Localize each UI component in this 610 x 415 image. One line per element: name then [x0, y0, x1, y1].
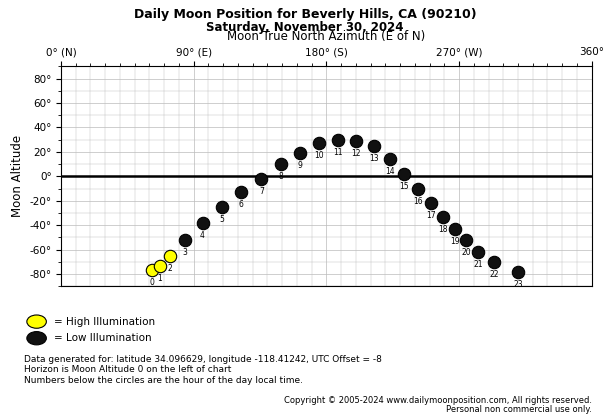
- Point: [314, 140, 324, 146]
- Point: [438, 213, 448, 220]
- Point: [462, 237, 472, 243]
- Point: [385, 156, 395, 163]
- Text: 8: 8: [278, 172, 283, 181]
- Point: [513, 269, 523, 275]
- Point: [236, 189, 246, 195]
- Text: 7: 7: [259, 187, 264, 196]
- Text: 1: 1: [157, 273, 162, 283]
- Text: Data generated for: latitude 34.096629, longitude -118.41242, UTC Offset = -8: Data generated for: latitude 34.096629, …: [24, 355, 382, 364]
- Text: 4: 4: [200, 231, 205, 240]
- X-axis label: Moon True North Azimuth (E of N): Moon True North Azimuth (E of N): [227, 30, 425, 44]
- Point: [426, 200, 436, 207]
- Point: [400, 171, 409, 177]
- Text: = High Illumination: = High Illumination: [54, 317, 155, 327]
- Point: [351, 138, 361, 144]
- Text: Daily Moon Position for Beverly Hills, CA (90210): Daily Moon Position for Beverly Hills, C…: [134, 8, 476, 21]
- Text: 5: 5: [219, 215, 224, 224]
- Text: 12: 12: [351, 149, 361, 158]
- Point: [450, 226, 459, 232]
- Text: 11: 11: [334, 148, 343, 156]
- Text: 23: 23: [513, 280, 523, 288]
- Text: 9: 9: [298, 161, 302, 170]
- Text: 6: 6: [239, 200, 243, 209]
- Text: 16: 16: [413, 197, 423, 205]
- Point: [295, 150, 305, 156]
- Text: 21: 21: [473, 260, 483, 269]
- Point: [368, 142, 378, 149]
- Text: Copyright © 2005-2024 www.dailymoonposition.com, All rights reserved.: Copyright © 2005-2024 www.dailymoonposit…: [284, 396, 592, 405]
- Text: 15: 15: [400, 182, 409, 191]
- Text: 22: 22: [490, 270, 499, 279]
- Point: [217, 204, 226, 210]
- Text: Personal non commercial use only.: Personal non commercial use only.: [446, 405, 592, 414]
- Point: [155, 262, 165, 269]
- Text: 18: 18: [438, 225, 448, 234]
- Point: [413, 185, 423, 192]
- Point: [333, 137, 343, 143]
- Point: [180, 237, 190, 243]
- Text: 2: 2: [168, 264, 173, 273]
- Point: [198, 220, 207, 226]
- Point: [473, 249, 483, 256]
- Point: [165, 252, 175, 259]
- Text: = Low Illumination: = Low Illumination: [54, 333, 151, 343]
- Text: 14: 14: [385, 167, 395, 176]
- Text: 0: 0: [150, 278, 155, 288]
- Text: Numbers below the circles are the hour of the day local time.: Numbers below the circles are the hour o…: [24, 376, 303, 385]
- Point: [276, 161, 285, 168]
- Point: [489, 259, 499, 265]
- Text: 13: 13: [368, 154, 378, 163]
- Text: Horizon is Moon Altitude 0 on the left of chart: Horizon is Moon Altitude 0 on the left o…: [24, 365, 232, 374]
- Text: 17: 17: [426, 211, 436, 220]
- Text: Saturday, November 30, 2024: Saturday, November 30, 2024: [206, 21, 404, 34]
- Point: [257, 176, 267, 182]
- Y-axis label: Moon Altitude: Moon Altitude: [12, 135, 24, 217]
- Point: [148, 267, 157, 274]
- Text: 3: 3: [182, 248, 187, 257]
- Text: 10: 10: [314, 151, 324, 160]
- Text: 19: 19: [450, 237, 459, 246]
- Text: 20: 20: [462, 248, 471, 257]
